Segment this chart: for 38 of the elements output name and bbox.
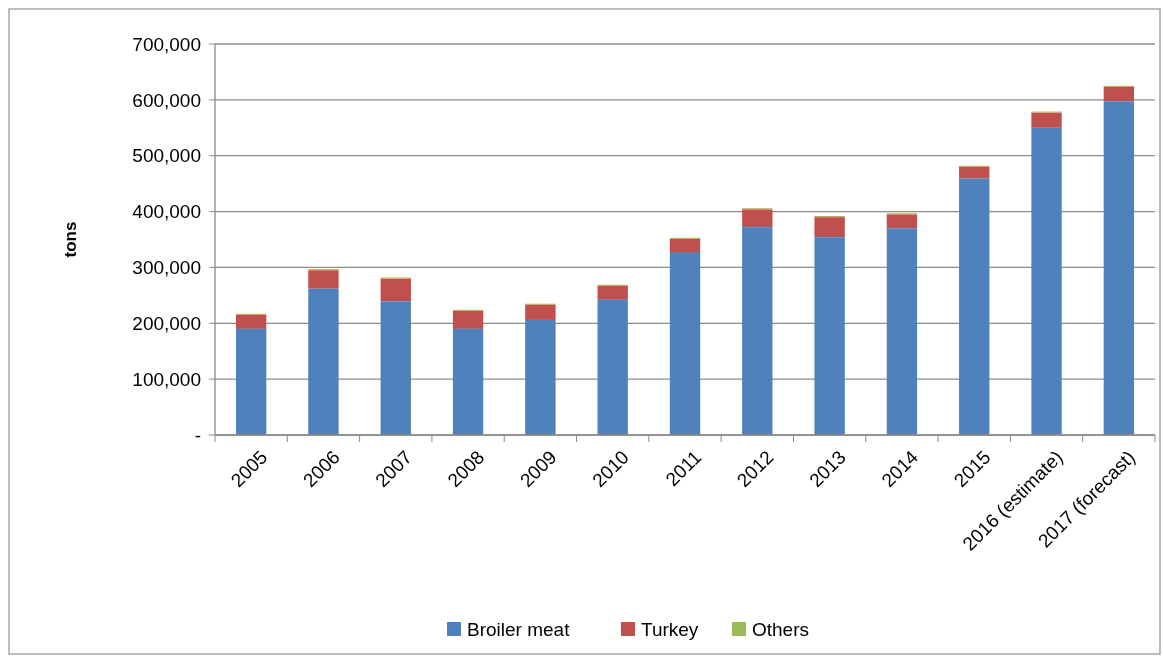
bar	[525, 319, 556, 435]
legend-label: Broiler meat	[467, 618, 571, 640]
y-tick-label: 600,000	[132, 89, 201, 111]
bar	[452, 311, 484, 329]
bar	[1031, 127, 1062, 435]
bar	[380, 301, 411, 435]
bar	[597, 299, 628, 435]
bar	[1103, 87, 1135, 102]
bar	[235, 314, 267, 329]
bar	[452, 328, 484, 435]
legend-label: Turkey	[641, 618, 699, 640]
bar	[742, 227, 773, 435]
bar	[886, 214, 918, 229]
y-axis-title: tons	[61, 221, 80, 258]
bar	[669, 252, 701, 435]
bar	[669, 238, 701, 253]
bar	[308, 288, 339, 435]
y-tick-label: 500,000	[132, 145, 201, 167]
bar	[1031, 112, 1062, 128]
bar	[235, 328, 267, 435]
bar	[1103, 101, 1135, 435]
bar	[525, 304, 556, 320]
legend-label: Others	[752, 618, 810, 640]
y-tick-label: 100,000	[132, 368, 201, 390]
bar	[597, 285, 628, 300]
y-tick-label: -	[194, 424, 201, 446]
bar	[814, 217, 845, 238]
y-tick-label: 200,000	[132, 312, 201, 334]
y-tick-label: 700,000	[132, 33, 201, 55]
bar	[380, 278, 411, 302]
bar	[959, 166, 990, 179]
bar	[959, 178, 990, 435]
bar	[742, 209, 773, 228]
y-tick-label: 300,000	[132, 257, 201, 279]
y-tick-label: 400,000	[132, 201, 201, 223]
bar	[308, 270, 339, 289]
bar	[814, 237, 845, 435]
bar	[886, 228, 918, 435]
